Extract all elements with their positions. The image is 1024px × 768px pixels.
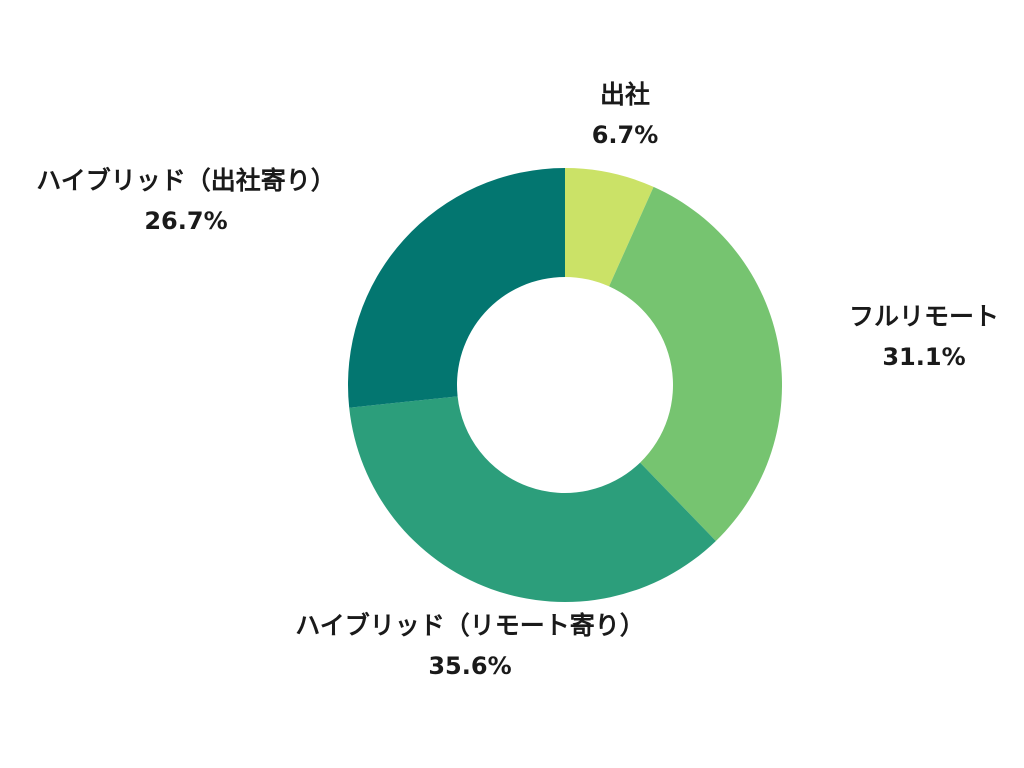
- donut-slice-0: [565, 168, 654, 287]
- slice-label-hybrid-remote: ハイブリッド（リモート寄り）: [295, 611, 645, 640]
- donut-slices: [348, 168, 782, 602]
- slice-value-hybrid-office: 26.7%: [144, 207, 227, 235]
- slice-label-group-2: ハイブリッド（リモート寄り） 35.6%: [295, 611, 645, 680]
- donut-slice-3: [348, 168, 565, 408]
- donut-slice-1: [609, 186, 782, 541]
- slice-value-hybrid-remote: 35.6%: [428, 652, 511, 680]
- slice-label-group-0: 出社 6.7%: [592, 80, 659, 149]
- slice-value-shussha: 6.7%: [592, 121, 659, 149]
- donut-slice-2: [349, 396, 716, 602]
- slice-label-group-3: ハイブリッド（出社寄り） 26.7%: [36, 166, 336, 235]
- slice-value-full-remote: 31.1%: [882, 343, 965, 371]
- slice-label-hybrid-office: ハイブリッド（出社寄り）: [36, 166, 336, 195]
- slice-label-group-1: フルリモート 31.1%: [849, 302, 999, 371]
- slice-label-shussha: 出社: [600, 80, 650, 109]
- slice-label-full-remote: フルリモート: [849, 302, 999, 331]
